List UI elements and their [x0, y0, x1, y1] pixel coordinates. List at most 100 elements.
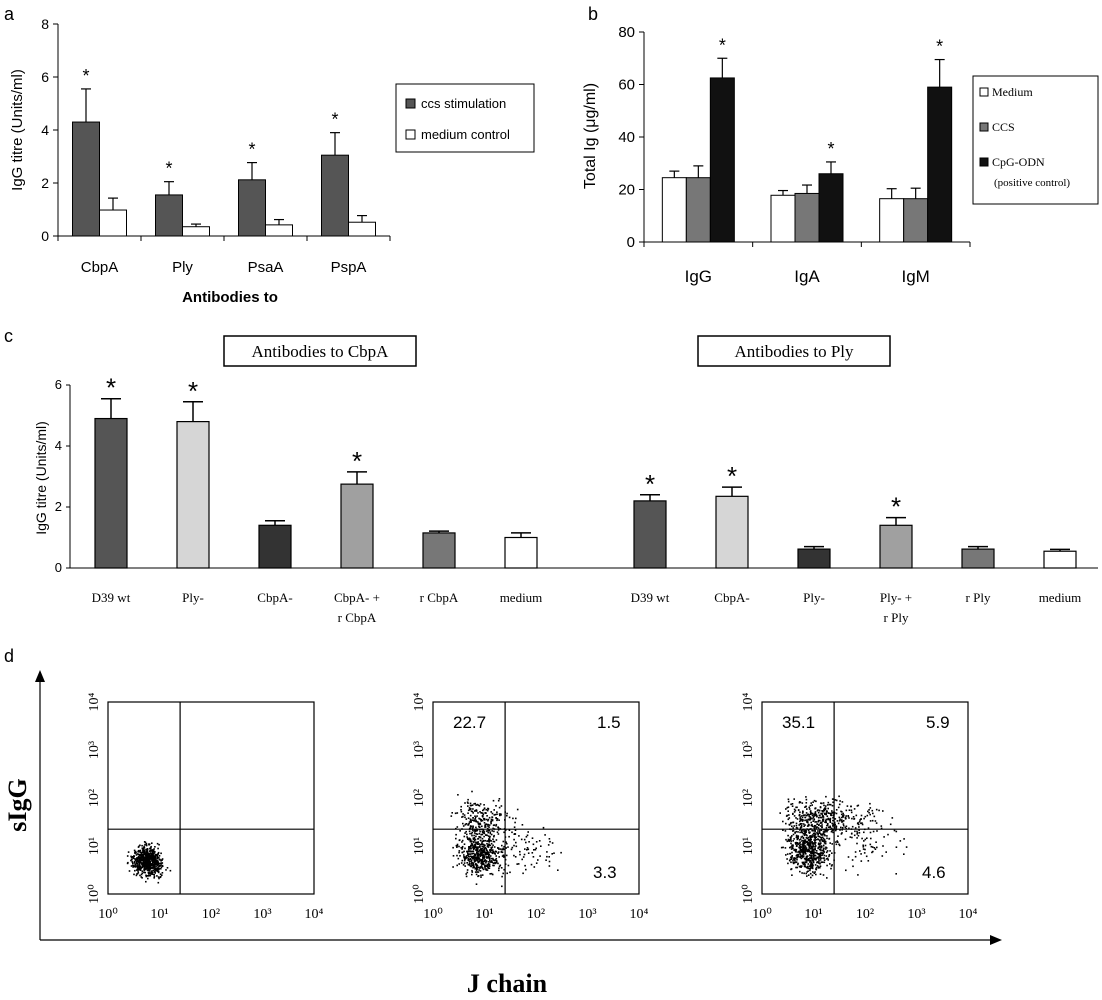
- panel-d-event-dot: [813, 799, 816, 802]
- panel-d-event-dot: [475, 810, 478, 812]
- panel-d-event-dot: [148, 855, 151, 858]
- panel-d-event-dot: [473, 847, 476, 850]
- panel-d-event-dot: [145, 875, 148, 878]
- panel-d-event-dot: [145, 857, 148, 860]
- panel-d-event-dot: [468, 864, 471, 866]
- panel-d-event-dot: [822, 819, 825, 821]
- panel-d-event-dot: [142, 855, 145, 858]
- panel-b-bar: [685, 177, 711, 243]
- panel-d-event-dot: [837, 822, 840, 825]
- panel-d-event-dot: [151, 871, 153, 873]
- panel-d-event-dot: [485, 808, 487, 811]
- panel-d-event-dot: [135, 852, 137, 854]
- panel-d-event-dot: [841, 820, 844, 823]
- panel-d-event-dot: [869, 813, 871, 816]
- panel-d-event-dot: [471, 834, 473, 837]
- panel-d-event-dot: [474, 843, 477, 846]
- panel-d-event-dot: [139, 865, 141, 868]
- panel-d-event-dot: [838, 816, 841, 819]
- panel-d-event-dot: [472, 817, 474, 819]
- panel-d-event-dot: [491, 873, 494, 876]
- panel-d-event-dot: [826, 829, 828, 832]
- panel-d-event-dot: [475, 883, 478, 885]
- panel-d-event-dot: [159, 862, 161, 865]
- panel-d-event-dot: [787, 818, 790, 821]
- panel-d-event-dot: [149, 869, 151, 872]
- panel-d-event-dot: [804, 842, 806, 844]
- panel-d-event-dot: [490, 861, 492, 863]
- panel-d-event-dot: [809, 843, 812, 846]
- panel-d-event-dot: [868, 809, 870, 811]
- panel-d-event-dot: [488, 844, 490, 847]
- panel-c-group-1-title-box: [223, 335, 417, 367]
- panel-d-event-dot: [143, 845, 145, 848]
- panel-d-event-dot: [455, 837, 457, 840]
- panel-c-category-label: medium: [1039, 590, 1082, 605]
- panel-d-event-dot: [794, 832, 796, 834]
- panel-d-event-dot: [474, 844, 477, 846]
- panel-c-bar: [176, 421, 210, 569]
- panel-d-quadrant-lower-right: 3.3: [593, 863, 617, 882]
- panel-d-event-dot: [808, 846, 810, 848]
- panel-d-event-dot: [854, 851, 857, 853]
- panel-d-event-dot: [814, 864, 817, 866]
- panel-d-event-dot: [813, 853, 815, 856]
- panel-d-event-dot: [481, 862, 483, 864]
- panel-d-event-dot: [480, 862, 482, 864]
- panel-d-y-tick-label: 10¹: [741, 837, 756, 855]
- panel-d-event-dot: [485, 834, 487, 836]
- panel-a-legend-swatch-1: [405, 98, 416, 109]
- panel-d-event-dot: [516, 808, 519, 811]
- panel-a-bar: [238, 179, 266, 237]
- panel-d-event-dot: [502, 854, 505, 857]
- panel-d-event-dot: [817, 846, 820, 849]
- panel-d-event-dot: [805, 812, 808, 814]
- panel-d-event-dot: [137, 872, 140, 874]
- panel-d-event-dot: [482, 813, 485, 816]
- panel-b-y-tick-label: 40: [618, 129, 635, 146]
- panel-c-group-2-title: Antibodies to Ply: [734, 342, 854, 361]
- panel-d-event-dot: [855, 814, 858, 817]
- panel-d-event-dot: [810, 876, 812, 879]
- panel-d-event-dot: [477, 812, 479, 814]
- panel-d-event-dot: [127, 851, 130, 853]
- panel-d-event-dot: [807, 874, 810, 876]
- panel-d-event-dot: [484, 851, 486, 854]
- panel-d-event-dot: [157, 851, 160, 854]
- panel-d-event-dot: [142, 851, 145, 854]
- panel-d-event-dot: [803, 872, 805, 875]
- panel-d-event-dot: [821, 836, 824, 839]
- panel-d-event-dot: [871, 819, 874, 822]
- panel-d-event-dot: [825, 846, 827, 849]
- panel-d-event-dot: [795, 843, 797, 845]
- panel-d-event-dot: [459, 855, 461, 857]
- panel-d-event-dot: [826, 804, 829, 806]
- panel-d-event-dot: [485, 853, 487, 856]
- panel-d-event-dot: [789, 846, 791, 849]
- panel-d-event-dot: [477, 822, 480, 825]
- panel-d-event-dot: [504, 811, 506, 813]
- panel-d-event-dot: [799, 853, 802, 856]
- panel-d-event-dot: [137, 849, 140, 852]
- panel-d-event-dot: [804, 819, 806, 822]
- panel-d-event-dot: [821, 840, 824, 842]
- panel-d-event-dot: [805, 805, 807, 808]
- panel-d-event-dot: [786, 853, 789, 855]
- panel-d-event-dot: [482, 840, 485, 842]
- panel-d-x-tick-label: 10⁴: [630, 907, 649, 922]
- panel-d-event-dot: [486, 853, 488, 856]
- panel-d-event-dot: [798, 842, 801, 845]
- panel-d-event-dot: [820, 838, 822, 841]
- panel-d-event-dot: [136, 872, 139, 875]
- panel-d-event-dot: [815, 850, 818, 852]
- panel-d-event-dot: [822, 833, 824, 835]
- panel-d-event-dot: [463, 850, 465, 853]
- panel-d-event-dot: [869, 843, 872, 846]
- panel-d-event-dot: [825, 820, 827, 822]
- panel-d-event-dot: [843, 814, 845, 816]
- panel-d-event-dot: [841, 819, 843, 821]
- panel-d-event-dot: [501, 855, 504, 857]
- panel-d-event-dot: [131, 861, 133, 863]
- panel-d-event-dot: [875, 808, 878, 811]
- panel-d-event-dot: [791, 856, 793, 858]
